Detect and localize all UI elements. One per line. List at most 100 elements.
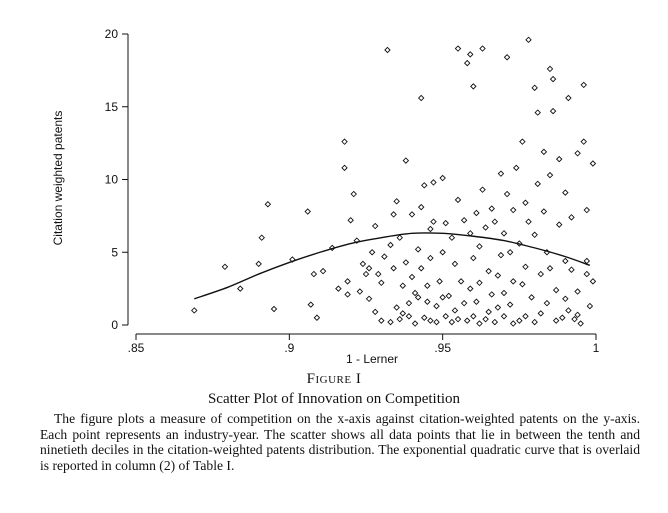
scatter-point <box>319 267 327 275</box>
scatter-point <box>546 65 554 73</box>
scatter-point <box>516 317 523 324</box>
scatter-point <box>396 234 403 241</box>
scatter-point <box>433 302 440 310</box>
scatter-point <box>439 249 446 256</box>
scatter-point <box>482 224 489 231</box>
scatter-point <box>191 307 198 314</box>
scatter-point <box>525 36 532 44</box>
scatter-point <box>537 270 545 278</box>
x-tick-label: 1 <box>593 341 600 355</box>
scatter-point <box>445 292 453 300</box>
scatter-point <box>580 81 587 89</box>
scatter-point <box>341 138 348 145</box>
scatter-point <box>479 186 486 193</box>
scatter-point <box>509 206 517 214</box>
scatter-point <box>421 314 428 321</box>
scatter-point <box>371 308 379 316</box>
scatter-point <box>555 155 563 163</box>
scatter-point <box>577 320 584 327</box>
scatter-point <box>476 279 483 287</box>
scatter-point <box>525 218 532 225</box>
scatter-point <box>485 308 492 316</box>
scatter-point <box>516 240 523 247</box>
scatter-point <box>430 218 437 225</box>
scatter-point <box>497 251 505 259</box>
scatter-point <box>221 263 229 271</box>
y-tick-label: 5 <box>111 245 118 259</box>
fitted-curve <box>194 232 591 300</box>
scatter-point <box>463 317 471 324</box>
scatter-point <box>307 301 315 308</box>
scatter-point <box>473 209 480 217</box>
scatter-point <box>396 315 403 323</box>
scatter-point <box>448 318 456 326</box>
scatter-point <box>500 289 508 297</box>
scatter-point <box>359 260 367 268</box>
scatter-point <box>427 317 434 324</box>
scatter-point <box>534 109 541 116</box>
scatter-point <box>503 190 511 198</box>
scatter-point <box>522 199 529 207</box>
x-tick-label: .85 <box>128 341 145 355</box>
scatter-point <box>500 230 508 237</box>
scatter-point <box>482 315 489 323</box>
scatter-point <box>531 84 538 92</box>
scatter-point <box>427 254 434 262</box>
scatter-point <box>479 45 486 52</box>
scatter-point <box>552 286 560 294</box>
scatter-point <box>488 205 495 212</box>
scatter-point <box>411 320 419 327</box>
scatter-point <box>571 315 578 323</box>
scatter-point <box>362 270 370 278</box>
scatter-point <box>574 311 581 319</box>
scatter-point <box>552 317 560 324</box>
scatter-point <box>399 310 407 317</box>
scatter-point <box>390 211 397 218</box>
y-tick-label: 20 <box>105 27 119 41</box>
scatter-point <box>549 107 557 115</box>
scatter-point <box>531 231 538 239</box>
scatter-point <box>506 249 514 256</box>
scatter-point <box>381 253 388 260</box>
scatter-point <box>513 164 520 172</box>
scatter-point <box>559 314 566 321</box>
scatter-point <box>408 273 416 281</box>
scatter-point <box>387 318 394 326</box>
scatter-point <box>353 237 361 244</box>
scatter-point <box>494 304 502 311</box>
scatter-point <box>574 288 581 295</box>
scatter-point <box>497 170 505 177</box>
scatter-point <box>335 285 342 292</box>
x-axis-label: 1 - Lerner <box>346 352 398 366</box>
scatter-point <box>378 317 385 324</box>
scatter-point <box>384 46 391 54</box>
scatter-point <box>436 278 443 285</box>
scatter-point <box>546 265 554 272</box>
scatter-point <box>387 241 394 249</box>
scatter-point <box>341 164 348 172</box>
scatter-point <box>417 94 425 102</box>
scatter-point <box>586 302 594 310</box>
scatter-point <box>405 313 413 320</box>
x-tick-label: .9 <box>284 341 294 355</box>
scatter-point <box>393 304 400 311</box>
scatter-point <box>519 138 526 145</box>
scatter-point <box>580 138 587 145</box>
scatter-point <box>454 45 462 52</box>
scatter-point <box>488 291 495 298</box>
scatter-point <box>574 150 581 157</box>
scatter-point <box>371 222 379 230</box>
scatter-chart: 0 5 10 15 20 .85 .9 .95 1 1 - Lerner Citation we… <box>51 27 600 366</box>
scatter-point <box>430 179 437 186</box>
scatter-point <box>476 320 483 327</box>
scatter-point <box>448 234 456 241</box>
scatter-point <box>402 259 410 266</box>
scatter-point <box>289 256 296 263</box>
scatter-point <box>540 208 548 215</box>
scatter-point <box>424 282 431 289</box>
scatter-point <box>565 94 572 102</box>
scatter-point <box>473 298 480 305</box>
scatter-point <box>378 279 385 287</box>
scatter-point <box>258 234 265 241</box>
figure-caption: The figure plots a measure of competitio… <box>40 411 640 473</box>
